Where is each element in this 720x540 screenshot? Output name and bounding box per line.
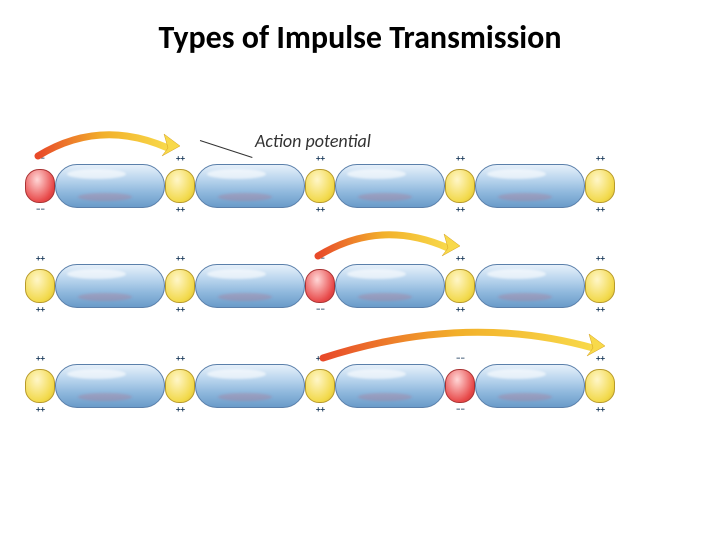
charge-bot: + + bbox=[445, 205, 475, 214]
myelin-segment bbox=[335, 164, 445, 208]
myelin-segment bbox=[335, 264, 445, 308]
charge-bot: + + bbox=[585, 205, 615, 214]
charge-top: + + bbox=[25, 254, 55, 263]
node-of-ranvier bbox=[445, 269, 475, 303]
myelin-segment bbox=[195, 164, 305, 208]
node-of-ranvier bbox=[585, 269, 615, 303]
myelin-segment bbox=[475, 364, 585, 408]
myelin-segment bbox=[335, 364, 445, 408]
node-of-ranvier bbox=[305, 169, 335, 203]
axon-row: + + + + + + + + + + + + − − − − + + + + bbox=[40, 340, 600, 420]
charge-top: + + bbox=[25, 354, 55, 363]
charge-top: − − bbox=[25, 154, 55, 163]
node-of-ranvier bbox=[445, 169, 475, 203]
charge-bot: + + bbox=[165, 305, 195, 314]
myelin-segment bbox=[475, 164, 585, 208]
charge-top: − − bbox=[305, 254, 335, 263]
node-of-ranvier bbox=[165, 369, 195, 403]
myelin-segment bbox=[55, 164, 165, 208]
myelin-segment bbox=[55, 264, 165, 308]
charge-top: + + bbox=[165, 154, 195, 163]
node-of-ranvier bbox=[585, 369, 615, 403]
node-of-ranvier bbox=[305, 369, 335, 403]
saltatory-diagram: − − − − + + + + + + + + + + + + + + + + … bbox=[40, 140, 600, 440]
axon-row: + + + + + + + + − − − − + + + + + + + + bbox=[40, 240, 600, 320]
node-of-ranvier bbox=[25, 369, 55, 403]
charge-top: + + bbox=[165, 354, 195, 363]
charge-bot: + + bbox=[165, 405, 195, 414]
charge-bot: + + bbox=[165, 205, 195, 214]
charge-top: + + bbox=[305, 154, 335, 163]
charge-top: + + bbox=[305, 354, 335, 363]
charge-bot: − − bbox=[305, 305, 335, 314]
charge-bot: + + bbox=[25, 305, 55, 314]
axon-row: − − − − + + + + + + + + + + + + + + + + bbox=[40, 140, 600, 220]
charge-top: + + bbox=[585, 154, 615, 163]
charge-bot: + + bbox=[305, 205, 335, 214]
charge-top: + + bbox=[445, 154, 475, 163]
charge-bot: − − bbox=[25, 205, 55, 214]
charge-bot: + + bbox=[305, 405, 335, 414]
charge-top: + + bbox=[585, 354, 615, 363]
charge-top: + + bbox=[165, 254, 195, 263]
myelin-segment bbox=[195, 264, 305, 308]
charge-bot: + + bbox=[585, 405, 615, 414]
node-of-ranvier-active bbox=[25, 169, 55, 203]
node-of-ranvier bbox=[25, 269, 55, 303]
node-of-ranvier-active bbox=[445, 369, 475, 403]
charge-bot: + + bbox=[445, 305, 475, 314]
myelin-segment bbox=[475, 264, 585, 308]
node-of-ranvier bbox=[165, 269, 195, 303]
node-of-ranvier-active bbox=[305, 269, 335, 303]
node-of-ranvier bbox=[585, 169, 615, 203]
charge-top: − − bbox=[445, 354, 475, 363]
node-of-ranvier bbox=[165, 169, 195, 203]
charge-top: + + bbox=[445, 254, 475, 263]
page-title: Types of Impulse Transmission bbox=[0, 18, 720, 57]
charge-bot: + + bbox=[25, 405, 55, 414]
charge-bot: + + bbox=[585, 305, 615, 314]
charge-top: + + bbox=[585, 254, 615, 263]
myelin-segment bbox=[195, 364, 305, 408]
myelin-segment bbox=[55, 364, 165, 408]
charge-bot: − − bbox=[445, 405, 475, 414]
